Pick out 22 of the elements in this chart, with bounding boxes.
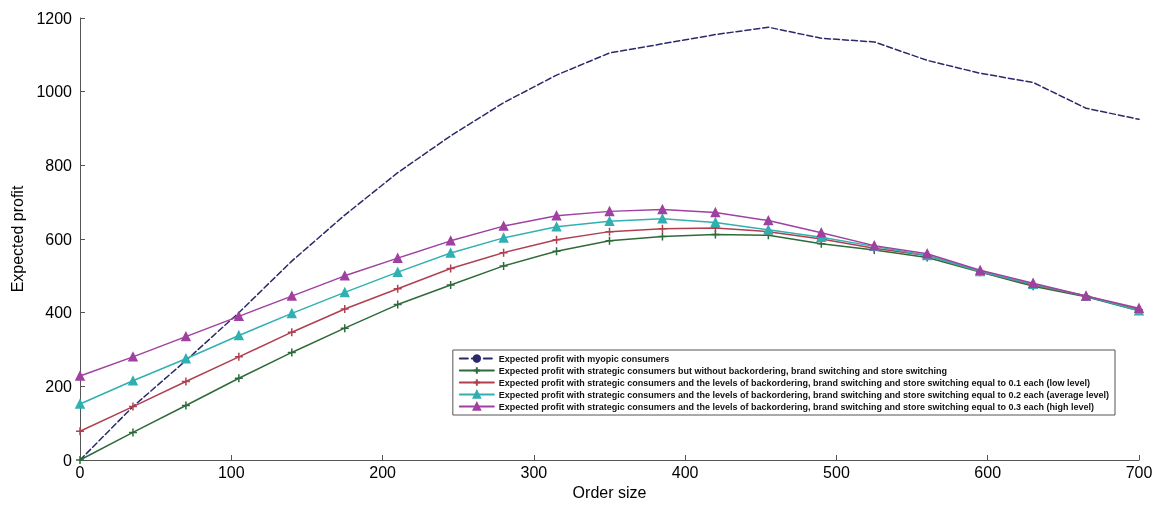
legend-label: Expected profit with strategic consumers and the levels of backordering, brand switching and store switching equal to 0.3 each (high level) [498, 401, 1094, 412]
y-tick-label: 200 [45, 377, 73, 395]
x-tick-label: 400 [671, 463, 699, 481]
y-tick-label: 800 [45, 156, 73, 174]
x-tick-label: 500 [823, 463, 850, 481]
y-tick-label: 600 [45, 230, 73, 248]
y-tick-label: 400 [45, 304, 73, 322]
legend-label: Expected profit with strategic consumers but without backordering, brand switching and store switching [498, 365, 947, 376]
x-tick-label: 700 [1125, 463, 1153, 481]
x-tick-label: 100 [217, 463, 245, 481]
y-tick-label: 1200 [36, 9, 73, 27]
y-axis-title: Expected profit [9, 185, 27, 293]
x-tick-label: 600 [974, 463, 1002, 481]
legend-label: Expected profit with strategic consumers and the levels of backordering, brand switching and store switching equal to 0.1 each (low level) [498, 377, 1090, 388]
legend-label: Expected profit with myopic consumers [498, 353, 670, 364]
legend-label: Expected profit with strategic consumers and the levels of backordering, brand switching and store switching equal to 0.2 each (average level) [498, 389, 1110, 400]
x-axis-title: Order size [572, 484, 647, 502]
x-tick-label: 0 [75, 463, 85, 481]
y-tick-label: 0 [63, 451, 73, 469]
x-tick-label: 300 [520, 463, 548, 481]
y-tick-label: 1000 [36, 83, 73, 101]
x-tick-label: 200 [369, 463, 397, 481]
